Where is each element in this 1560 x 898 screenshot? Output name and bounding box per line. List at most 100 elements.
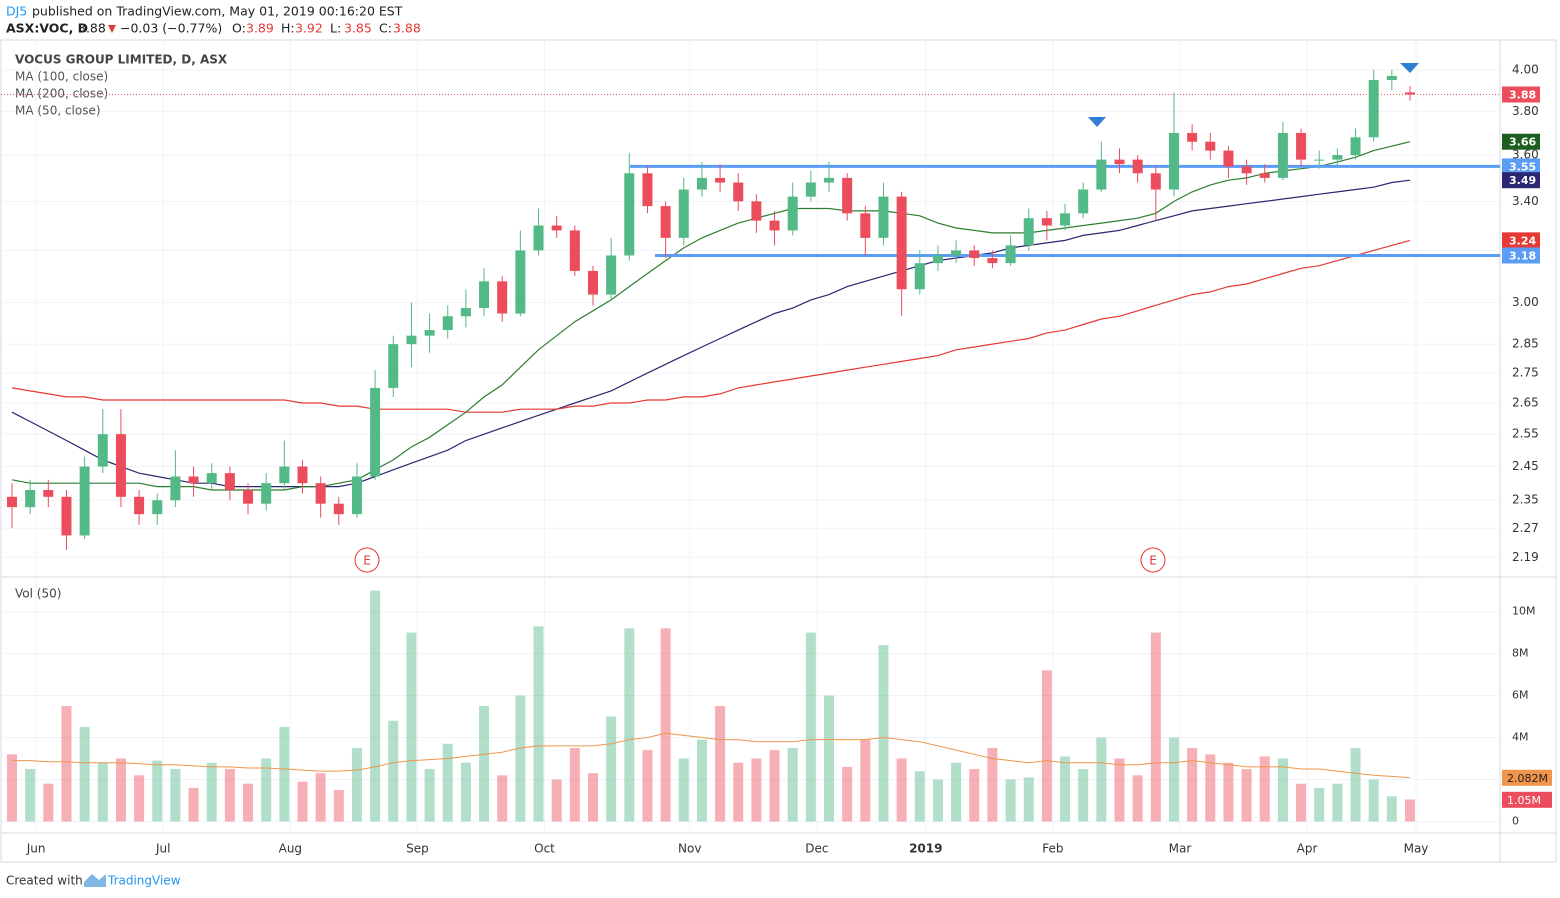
candle-body [587, 270, 598, 295]
candle-body [787, 196, 798, 231]
volume-bar [1096, 737, 1107, 822]
candle-body [951, 250, 962, 256]
candle-body [1078, 189, 1089, 214]
volume-bar [587, 773, 598, 822]
volume-tag [1502, 769, 1552, 786]
volume-bar [896, 758, 907, 822]
y-tick-label: 3.40 [1512, 194, 1539, 208]
earnings-label: E [1149, 554, 1157, 568]
candle-body [1187, 132, 1198, 142]
volume-bar [61, 706, 72, 822]
volume-bar [333, 790, 344, 822]
last-price: 3.88 [78, 21, 106, 36]
volume-tick-label: 6M [1512, 689, 1529, 702]
price-tag-label: 3.49 [1509, 174, 1536, 187]
volume-bar [7, 754, 17, 822]
candle-body [1060, 213, 1071, 226]
candle-body [696, 177, 707, 190]
candle-body [333, 503, 344, 515]
candle-body [969, 250, 980, 259]
volume-bar [733, 762, 744, 822]
price-tag [1502, 247, 1540, 264]
x-tick-label: Aug [279, 842, 302, 856]
candle-body [442, 316, 453, 331]
x-tick-label: Sep [406, 842, 429, 856]
candle-body [7, 496, 17, 508]
candle-body [769, 220, 780, 231]
volume-bar [188, 787, 199, 822]
volume-bar [1060, 756, 1071, 822]
candle-body [152, 500, 163, 515]
volume-bar [969, 769, 980, 822]
price-tag-label: 3.24 [1509, 234, 1536, 247]
price-tag [1502, 158, 1540, 175]
volume-ma [12, 732, 1411, 779]
y-tick-label: 2.75 [1512, 366, 1539, 380]
y-tick-label: 2.65 [1512, 396, 1539, 410]
volume-bar [134, 775, 145, 822]
candle-body [479, 281, 490, 309]
ohlc-label: C: [379, 21, 392, 36]
marker [1400, 63, 1419, 73]
candle-body [424, 330, 435, 336]
candle-body [932, 255, 943, 264]
candle-body [1332, 155, 1343, 160]
chart-title: VOCUS GROUP LIMITED, D, ASX [15, 53, 228, 67]
volume-bar [1277, 758, 1288, 822]
candle-body [43, 489, 54, 497]
volume-bar [424, 769, 435, 822]
volume-bar [206, 762, 217, 822]
candle-body [533, 225, 544, 251]
volume-bar [914, 771, 925, 822]
candle-body [460, 308, 471, 317]
earnings-label: E [363, 554, 371, 568]
earnings-marker[interactable] [1140, 547, 1166, 573]
y-tick-label: 2.19 [1512, 550, 1539, 564]
volume-bar [1405, 799, 1415, 822]
candle-body [987, 258, 998, 264]
candle-body [515, 250, 526, 314]
x-tick-label: 2019 [909, 842, 942, 856]
volume-bar [824, 695, 835, 822]
publisher[interactable]: DJ5 [6, 4, 27, 19]
volume-bar [805, 632, 816, 822]
candle-body [896, 196, 907, 290]
frame [0, 39, 1557, 863]
candle-body [115, 434, 126, 497]
candle-body [660, 206, 671, 238]
y-tick-label: 2.35 [1512, 493, 1539, 507]
volume-bar [1187, 748, 1198, 822]
legend-entry: MA (200, close) [15, 87, 108, 101]
candle-body [1023, 218, 1034, 246]
volume-bar [769, 750, 780, 822]
volume-bar [170, 769, 181, 822]
price-tag [1502, 86, 1540, 103]
candle-body [1259, 173, 1270, 178]
x-tick-label: Oct [534, 842, 555, 856]
volume-bar [987, 748, 998, 822]
candle-body [733, 182, 744, 202]
volume-bar [1386, 796, 1397, 822]
volume-bar [1368, 779, 1379, 822]
volume-bar [660, 628, 671, 822]
candle-body [170, 476, 181, 501]
footer-brand[interactable]: TradingView [107, 874, 181, 888]
volume-bar [351, 748, 362, 822]
x-tick-label: Feb [1042, 842, 1063, 856]
volume-bar [606, 716, 617, 822]
candle-body [351, 476, 362, 515]
volume-tick-label: 0 [1512, 815, 1519, 828]
volume-bar [1296, 783, 1307, 822]
earnings-marker[interactable] [354, 547, 380, 573]
x-tick-label: Nov [678, 842, 701, 856]
volume-bar [1350, 748, 1361, 822]
volume-bar [696, 739, 707, 822]
x-tick-label: Jul [155, 842, 170, 856]
legend-entry: MA (50, close) [15, 104, 101, 118]
volume-bar [479, 706, 490, 822]
x-tick-label: Dec [805, 842, 828, 856]
candle-body [805, 182, 816, 197]
ohlc-label: O: [232, 21, 246, 36]
volume-bar [951, 762, 962, 822]
